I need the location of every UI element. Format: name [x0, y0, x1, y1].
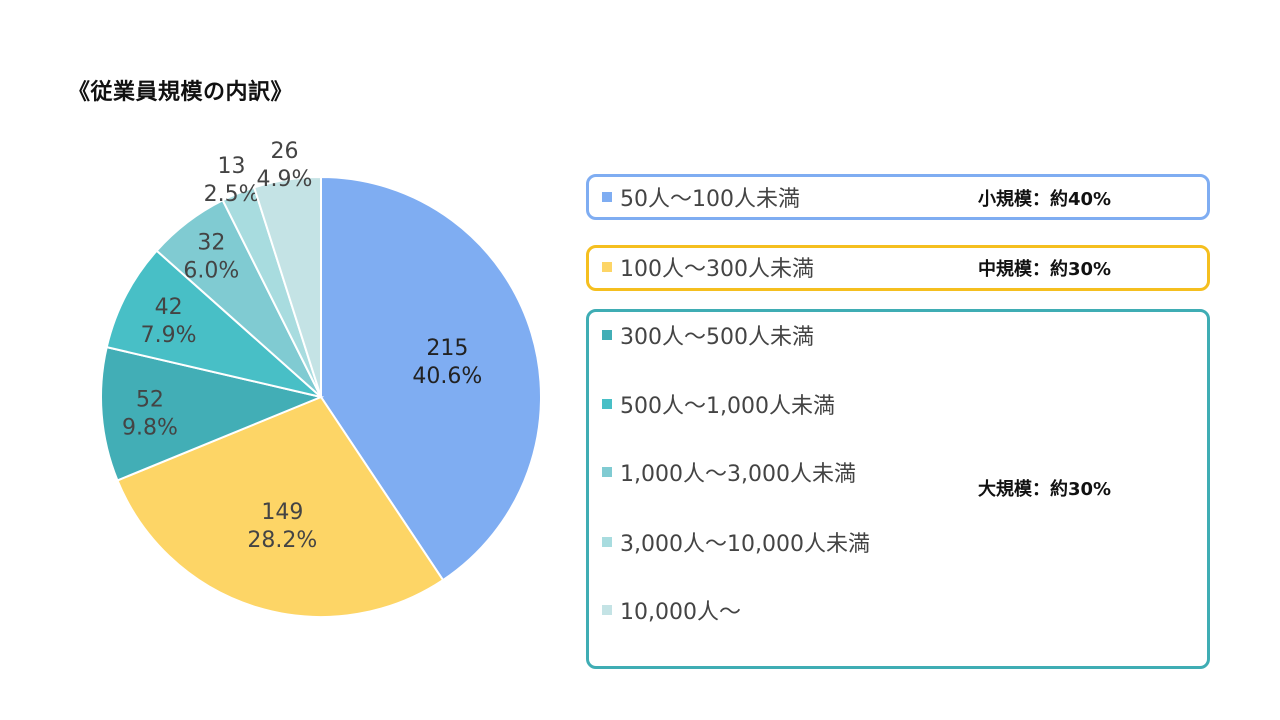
slice-value-label: 52 — [136, 388, 164, 413]
legend-swatch — [602, 330, 612, 340]
legend-label: 50人～100人未満 — [620, 187, 800, 212]
slice-value-label: 42 — [155, 295, 183, 320]
slice-value-label: 215 — [426, 336, 468, 361]
legend-label: 100人～300人未満 — [620, 257, 814, 282]
group-label-large: 大規模：約30% — [978, 479, 1112, 500]
legend-label: 1,000人～3,000人未満 — [620, 462, 856, 487]
pie-slice — [252, 175, 322, 398]
legend-item-50-100: 50人～100人未満 — [602, 182, 800, 212]
slice-value-label: 13 — [218, 154, 246, 179]
legend-group-medium-box — [586, 245, 1210, 291]
legend-swatch — [602, 467, 612, 477]
legend-item-3000-10000: 3,000人～10,000人未満 — [602, 527, 870, 557]
legend-swatch — [602, 537, 612, 547]
pie-slice — [116, 395, 445, 618]
legend-item-300-500: 300人～500人未満 — [602, 320, 814, 350]
slice-percent-label: 40.6% — [412, 364, 482, 389]
slice-value-label: 26 — [270, 139, 298, 164]
legend-label: 10,000人～ — [620, 600, 741, 625]
group-label-small: 小規模：約40% — [978, 189, 1112, 210]
pie-slice — [100, 345, 325, 482]
legend-label: 3,000人～10,000人未満 — [620, 532, 870, 557]
legend-label: 300人～500人未満 — [620, 325, 814, 350]
legend-group-small-box — [586, 174, 1210, 220]
slice-value-label: 149 — [261, 500, 303, 525]
legend-item-10000-plus: 10,000人～ — [602, 595, 741, 625]
slice-percent-label: 2.5% — [204, 182, 260, 207]
legend-swatch — [602, 605, 612, 615]
pie-slice — [105, 249, 322, 398]
slice-value-label: 32 — [197, 231, 225, 256]
slice-percent-label: 28.2% — [247, 528, 317, 553]
legend-item-1000-3000: 1,000人～3,000人未満 — [602, 457, 856, 487]
legend-label: 500人～1,000人未満 — [620, 394, 835, 419]
legend-swatch — [602, 399, 612, 409]
group-label-medium: 中規模：約30% — [978, 259, 1112, 280]
slice-percent-label: 4.9% — [257, 167, 313, 192]
legend-group-large-box — [586, 309, 1210, 669]
slice-percent-label: 6.0% — [183, 259, 239, 284]
slice-percent-label: 7.9% — [141, 323, 197, 348]
legend-swatch — [602, 192, 612, 202]
legend-item-100-300: 100人～300人未満 — [602, 252, 814, 282]
legend-item-500-1000: 500人～1,000人未満 — [602, 389, 835, 419]
chart-title: 《従業員規模の内訳》 — [68, 80, 294, 105]
slice-percent-label: 9.8% — [122, 416, 178, 441]
legend-swatch — [602, 262, 612, 272]
